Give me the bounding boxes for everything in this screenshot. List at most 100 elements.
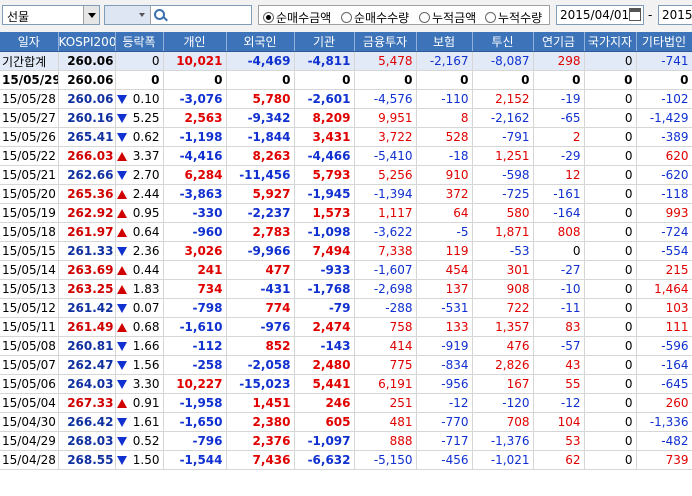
- date-from-field[interactable]: 2015/04/01: [556, 5, 644, 25]
- cell-institution: 0: [294, 70, 355, 90]
- cell-institution: 605: [294, 412, 355, 432]
- cell-individual: 10,021: [163, 51, 227, 71]
- table-row[interactable]: 15/05/13 263.25 1.83 734 -431 -1,768 -2,698 137…: [0, 279, 692, 299]
- cell-foreign: 8,263: [226, 146, 295, 166]
- cell-government: 0: [584, 355, 637, 375]
- table-row[interactable]: 15/05/22 266.03 3.37 -4,416 8,263 -4,466 -5,41…: [0, 146, 692, 166]
- cell-pension: -12: [533, 393, 585, 413]
- cell-change: 1.66: [115, 336, 164, 356]
- cell-financial-invest: 9,951: [354, 108, 417, 128]
- search-icon[interactable]: [154, 9, 165, 20]
- cell-government: 0: [584, 336, 637, 356]
- cell-financial-invest: -5,150: [354, 450, 417, 470]
- cell-kospi200: 266.42: [58, 412, 116, 432]
- cell-foreign: -9,966: [226, 241, 295, 261]
- table-row[interactable]: 15/04/30 266.42 1.61 -1,650 2,380 605 481 -770 7…: [0, 412, 692, 432]
- cell-trust: -120: [472, 393, 534, 413]
- table-row[interactable]: 15/05/21 262.66 2.70 6,284 -11,456 5,793 5,256…: [0, 165, 692, 185]
- table-row[interactable]: 15/05/06 264.03 3.30 10,227 -15,023 5,441 6,19…: [0, 374, 692, 394]
- cell-change: 0.44: [115, 260, 164, 280]
- cell-insurance: -18: [416, 146, 473, 166]
- cell-date: 15/05/22: [0, 146, 59, 166]
- col-header-other-corp[interactable]: 기타법인: [636, 32, 692, 52]
- change-value: 0.95: [132, 206, 160, 220]
- cell-financial-invest: 251: [354, 393, 417, 413]
- cell-financial-invest: 758: [354, 317, 417, 337]
- cell-government: 0: [584, 241, 637, 261]
- cell-institution: -1,098: [294, 222, 355, 242]
- date-to-value: 2015/: [662, 8, 692, 22]
- code-search-box[interactable]: [104, 5, 252, 25]
- radio-cumulative-amount[interactable]: 누적금액: [419, 9, 476, 26]
- down-triangle-icon: [116, 437, 127, 446]
- col-header-date[interactable]: 일자: [0, 32, 59, 52]
- table-row[interactable]: 15/05/18 261.97 0.64 -960 2,783 -1,098 -3,622-…: [0, 222, 692, 242]
- table-row[interactable]: 15/05/29 260.06 0 0 0 0 0 0 0 0 0 0: [0, 70, 692, 90]
- table-row[interactable]: 15/04/28 268.55 1.50 -1,544 7,436 -6,632 -5,15…: [0, 450, 692, 470]
- radio-label: 순매수금액: [276, 11, 332, 25]
- cell-other-corp: -389: [636, 127, 692, 147]
- calendar-icon[interactable]: [629, 8, 641, 21]
- table-row[interactable]: 15/05/20 265.36 2.44 -3,863 5,927 -1,945 -1,39…: [0, 184, 692, 204]
- cell-trust: 580: [472, 203, 534, 223]
- radio-cumulative-quantity[interactable]: 누적수량: [485, 9, 542, 26]
- code-dropdown[interactable]: [105, 6, 151, 24]
- table-row[interactable]: 15/05/27 260.16 5.25 2,563 -9,342 8,209 9,951 8…: [0, 108, 692, 128]
- cell-date: 15/05/28: [0, 89, 59, 109]
- date-to-field[interactable]: 2015/: [658, 5, 692, 25]
- table-row[interactable]: 15/05/12 261.42 0.07 -798 774 -79 -288 -531 722-…: [0, 298, 692, 318]
- col-header-trust[interactable]: 투신: [472, 32, 534, 52]
- col-header-pension[interactable]: 연기금: [533, 32, 585, 52]
- cell-foreign: 774: [226, 298, 295, 318]
- cell-insurance: -456: [416, 450, 473, 470]
- cell-kospi200: 265.41: [58, 127, 116, 147]
- cell-individual: 734: [163, 279, 227, 299]
- col-header-change[interactable]: 등락폭: [115, 32, 164, 52]
- cell-financial-invest: 5,256: [354, 165, 417, 185]
- cell-date: 15/05/04: [0, 393, 59, 413]
- cell-government: 0: [584, 70, 637, 90]
- cell-pension: 2: [533, 127, 585, 147]
- cell-date: 15/05/13: [0, 279, 59, 299]
- cell-kospi200: 261.97: [58, 222, 116, 242]
- col-header-institution[interactable]: 기관: [294, 32, 355, 52]
- change-value: 2.44: [132, 187, 160, 201]
- cell-trust: -791: [472, 127, 534, 147]
- table-row[interactable]: 15/05/08 260.81 1.66 -112 852 -143 414 -919 476-…: [0, 336, 692, 356]
- table-row[interactable]: 15/04/29 268.03 0.52 -796 2,376 -1,097 888 -717…: [0, 431, 692, 451]
- table-row[interactable]: 15/05/28 260.06 0.10 -3,076 5,780 -2,601 -4,57…: [0, 89, 692, 109]
- cell-financial-invest: 7,338: [354, 241, 417, 261]
- cell-trust: -1,021: [472, 450, 534, 470]
- col-header-insurance[interactable]: 보험: [416, 32, 473, 52]
- table-row[interactable]: 15/05/14 263.69 0.44 241 477 -933 -1,607 454 301…: [0, 260, 692, 280]
- radio-net-buy-quantity[interactable]: 순매수수량: [341, 9, 409, 26]
- cell-institution: 5,793: [294, 165, 355, 185]
- table-row[interactable]: 15/05/26 265.41 0.62 -1,198 -1,844 3,431 3,722…: [0, 127, 692, 147]
- cell-change: 0.68: [115, 317, 164, 337]
- col-header-government[interactable]: 국가지자: [584, 32, 637, 52]
- cell-foreign: 2,376: [226, 431, 295, 451]
- col-header-foreign[interactable]: 외국인: [226, 32, 295, 52]
- radio-net-buy-amount[interactable]: 순매수금액: [263, 9, 331, 26]
- table-body: 기간합계 260.06 0 10,021 -4,469 -4,811 5,478 -2,167…: [0, 51, 692, 470]
- col-header-index[interactable]: KOSPI200: [58, 32, 116, 52]
- cell-change: 0.95: [115, 203, 164, 223]
- change-value: 1.66: [132, 339, 160, 353]
- chevron-down-icon[interactable]: [83, 6, 99, 24]
- date-from-value: 2015/04/01: [560, 8, 630, 22]
- table-row[interactable]: 15/05/11 261.49 0.68 -1,610 -976 2,474 758 133 1…: [0, 317, 692, 337]
- cell-pension: 808: [533, 222, 585, 242]
- col-header-financial-invest[interactable]: 금융투자: [354, 32, 417, 52]
- cell-institution: 3,431: [294, 127, 355, 147]
- table-row[interactable]: 15/05/04 267.33 0.91 -1,958 1,451 246 251 -12 -1…: [0, 393, 692, 413]
- table-row[interactable]: 15/05/07 262.47 1.56 -258 -2,058 2,480 775 -834…: [0, 355, 692, 375]
- table-row[interactable]: 15/05/15 261.33 2.36 3,026 -9,966 7,494 7,338 1…: [0, 241, 692, 261]
- market-select[interactable]: 선물: [2, 5, 100, 25]
- col-header-individual[interactable]: 개인: [163, 32, 227, 52]
- cell-date: 기간합계: [0, 51, 59, 71]
- table-row[interactable]: 기간합계 260.06 0 10,021 -4,469 -4,811 5,478 -2,167…: [0, 51, 692, 71]
- table-row[interactable]: 15/05/19 262.92 0.95 -330 -2,237 1,573 1,117 64…: [0, 203, 692, 223]
- cell-government: 0: [584, 431, 637, 451]
- cell-government: 0: [584, 222, 637, 242]
- cell-foreign: -4,469: [226, 51, 295, 71]
